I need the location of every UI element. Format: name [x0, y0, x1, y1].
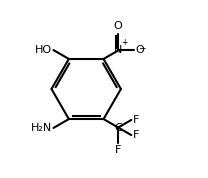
- Text: +: +: [121, 38, 128, 47]
- Text: C: C: [114, 122, 122, 132]
- Text: HO: HO: [35, 45, 52, 55]
- Text: F: F: [133, 115, 139, 125]
- Text: N: N: [114, 46, 122, 56]
- Text: O: O: [135, 46, 144, 56]
- Text: O: O: [114, 21, 123, 32]
- Text: H₂N: H₂N: [31, 123, 52, 133]
- Text: F: F: [115, 145, 121, 155]
- Text: −: −: [139, 43, 146, 52]
- Text: F: F: [133, 130, 139, 140]
